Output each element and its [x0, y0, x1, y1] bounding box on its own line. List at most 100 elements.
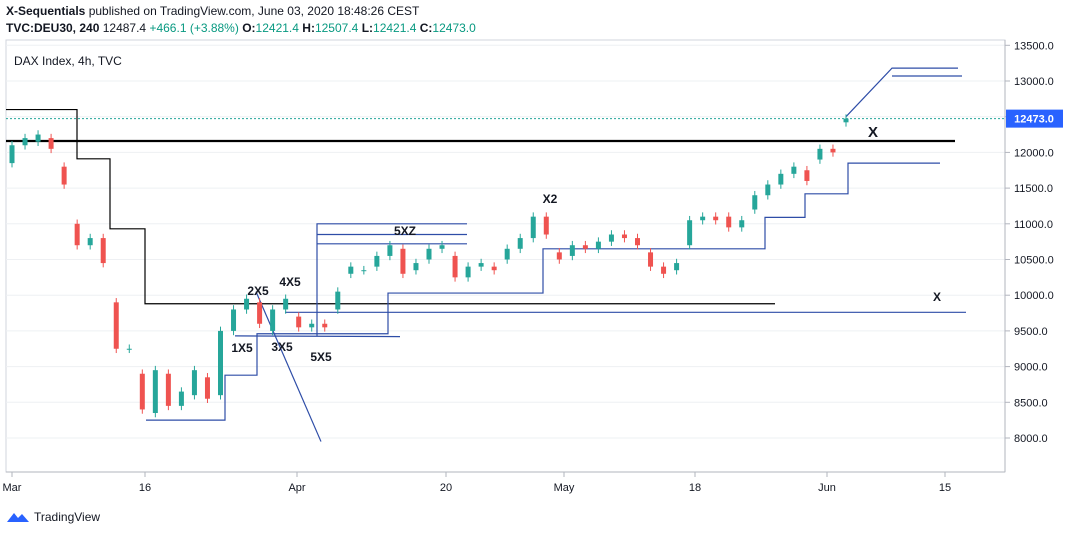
candle: [35, 130, 41, 146]
candle-body: [674, 263, 680, 271]
candle-body: [283, 298, 289, 310]
candle-body: [465, 266, 471, 278]
candle: [309, 319, 315, 332]
annotation-label: 2X5: [247, 284, 269, 298]
candle-body: [452, 255, 458, 278]
annotation-label: 4X5: [279, 275, 301, 289]
candle-body: [400, 248, 406, 274]
x-tick-label: Jun: [818, 482, 836, 494]
annotation-label: 5XZ: [394, 224, 416, 238]
last-price-tag: 12473.0: [1006, 109, 1063, 128]
candle: [804, 165, 810, 186]
x-tick-label: 15: [939, 482, 951, 494]
x-tick-label: 16: [139, 482, 151, 494]
tradingview-footer[interactable]: TradingView: [6, 510, 100, 524]
candle: [257, 298, 263, 329]
y-tick-label: 10500.0: [1014, 255, 1054, 267]
candle: [817, 144, 823, 164]
candle: [713, 212, 719, 225]
candle: [635, 233, 640, 250]
annotation-label: 3X5: [271, 340, 293, 354]
candle: [752, 190, 758, 214]
annotation-label: X2: [543, 192, 558, 206]
candle-body: [35, 134, 41, 142]
candle: [191, 365, 197, 400]
candle: [322, 319, 328, 332]
candle: [165, 369, 171, 411]
symbol-label: TVC:DEU30, 240: [6, 21, 100, 35]
x-tick-label: May: [554, 482, 575, 494]
candle: [765, 180, 771, 200]
candle: [543, 212, 549, 239]
candle-body: [165, 373, 171, 406]
candle-body: [439, 245, 445, 249]
open-label: O:: [242, 21, 256, 35]
candle-body: [817, 148, 823, 160]
candle: [87, 233, 93, 250]
y-tick-label: 13000.0: [1014, 76, 1054, 88]
candle: [504, 244, 510, 264]
y-tick-label: 9500.0: [1014, 326, 1048, 338]
candle-body: [843, 118, 849, 123]
candle-body: [113, 302, 119, 349]
candle: [348, 262, 354, 279]
candle-body: [231, 309, 237, 331]
candle-body: [687, 220, 693, 246]
blue-step-line: [146, 162, 940, 421]
publish-info: X-Sequentials published on TradingView.c…: [6, 4, 419, 18]
candle-body: [491, 266, 497, 271]
annotation-label: 5X5: [310, 350, 332, 364]
candle-body: [309, 323, 315, 328]
y-tick-label: 9000.0: [1014, 362, 1048, 374]
candle-body: [270, 309, 276, 331]
x-tick-label: 18: [689, 482, 701, 494]
x-tick-label: Apr: [288, 482, 305, 494]
projection-line: [845, 67, 958, 118]
candle: [335, 287, 341, 314]
candle-body: [661, 266, 667, 274]
open-value: 12421.4: [255, 21, 299, 35]
candle-body: [543, 216, 549, 235]
last-price-tag-bg: [1006, 109, 1063, 128]
y-tick-label: 11000.0: [1014, 219, 1053, 231]
candle: [361, 265, 367, 275]
candle-body: [178, 391, 184, 406]
candle: [478, 258, 484, 271]
high-value: 12507.4: [314, 21, 359, 35]
candle-body: [804, 170, 810, 181]
candle-body: [296, 316, 302, 328]
candle-body: [582, 245, 588, 249]
candle-body: [139, 373, 145, 410]
candle: [726, 212, 732, 232]
publisher-name[interactable]: X-Sequentials: [6, 4, 86, 18]
candle: [387, 240, 393, 261]
candle-body: [739, 220, 745, 228]
candle-body: [244, 298, 250, 310]
candle: [452, 251, 458, 282]
close-label: C:: [419, 21, 433, 35]
candle: [739, 215, 745, 232]
candle-body: [713, 216, 719, 221]
last-price: 12487.4: [102, 21, 147, 35]
candle: [270, 305, 276, 336]
blue-diagonal-line: [255, 291, 322, 442]
candle: [218, 326, 223, 400]
candle-body: [413, 263, 419, 271]
y-tick-label: 8000.0: [1014, 433, 1048, 445]
low-value: 12421.4: [373, 21, 417, 35]
candle-body: [517, 238, 523, 249]
x-tick-label: Mar: [3, 482, 22, 494]
candle: [126, 344, 132, 354]
candle-body: [635, 238, 640, 246]
candle-body: [322, 323, 328, 328]
candle-body: [257, 302, 263, 324]
candle-body: [765, 184, 771, 196]
candle: [204, 373, 210, 404]
candle: [61, 162, 67, 189]
candle-body: [126, 348, 132, 350]
candle: [556, 248, 562, 264]
candle: [700, 212, 706, 225]
y-tick-label: 10000.0: [1014, 290, 1054, 302]
candle: [374, 251, 380, 271]
